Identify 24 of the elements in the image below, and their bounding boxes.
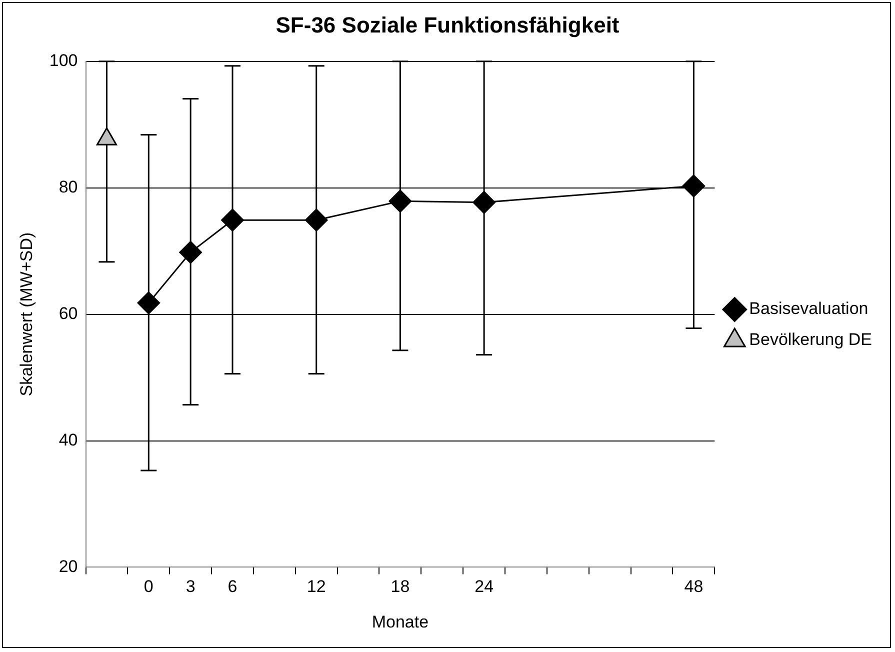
point: [179, 240, 202, 264]
x-tick-label: 0: [144, 577, 154, 596]
y-tick-label: 100: [49, 51, 78, 70]
x-tick-label: 24: [474, 577, 494, 596]
x-tick-label: 3: [186, 577, 196, 596]
legend-label: Bevölkerung DE: [749, 330, 872, 350]
point: [137, 291, 160, 314]
point: [472, 190, 496, 214]
legend-label: Basisevaluation: [749, 299, 868, 318]
y-tick-label: 60: [58, 304, 78, 323]
chart-title: SF-36 Soziale Funktionsfähigkeit: [276, 12, 620, 38]
y-tick-label: 80: [58, 178, 78, 197]
x-tick-label: 48: [684, 577, 704, 596]
x-tick-label: 6: [228, 577, 238, 596]
point: [682, 174, 706, 198]
point: [388, 190, 412, 213]
x-tick-label: 12: [306, 577, 326, 596]
point: [304, 208, 328, 232]
y-tick-label: 40: [58, 430, 78, 450]
x-tick-label: 18: [390, 577, 410, 596]
point: [221, 208, 244, 232]
y-tick-label: 20: [58, 556, 78, 576]
x-axis-title: Monate: [372, 612, 429, 632]
y-axis-title: Skalenwert (MW+SD): [16, 232, 36, 396]
